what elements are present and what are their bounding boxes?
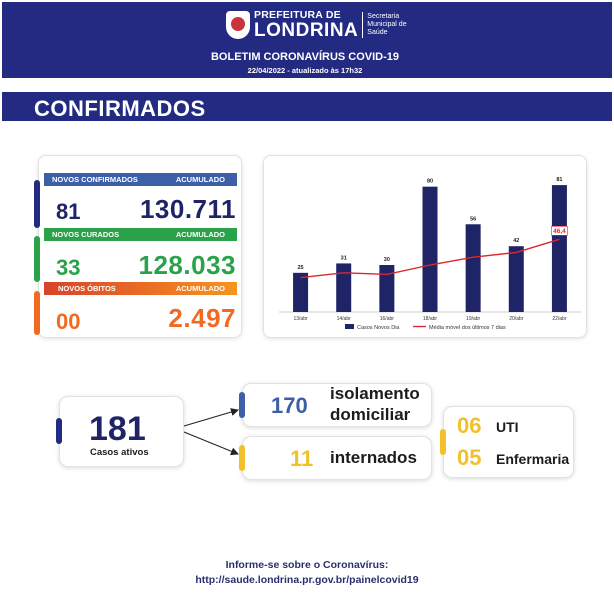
bar-value-label: 80 [427, 179, 433, 185]
obitos-header-right: ACUMULADO [175, 284, 225, 293]
confirmados-accent [34, 180, 40, 228]
moving-average-label-box [551, 226, 568, 236]
confirmados-header-right: ACUMULADO [175, 175, 225, 184]
bar-18/abr [422, 186, 438, 312]
curados-header-right: ACUMULADO [175, 230, 225, 239]
secretaria-line2: Municipal de [367, 20, 407, 28]
x-tick-label: 13/abr [293, 316, 308, 322]
bar-value-label: 30 [384, 257, 390, 263]
secretaria-line1: Secretaria [367, 12, 400, 20]
bar-22/abr [551, 185, 567, 312]
confirmados-header: NOVOS CONFIRMADOS ACUMULADO [44, 173, 237, 186]
active-cases-card [59, 396, 184, 467]
bar-value-label: 31 [341, 255, 347, 261]
uti-label: UTI [496, 419, 519, 435]
enfermaria-label: Enfermaria [496, 451, 570, 467]
curados-total: 128.033 [138, 250, 236, 280]
active-accent [56, 418, 62, 444]
obitos-header: NOVOS ÓBITOS ACUMULADO [44, 282, 237, 295]
bar-value-label: 81 [556, 177, 562, 183]
secretaria-line3: Saúde [367, 28, 388, 36]
internados-label: internados [330, 448, 417, 467]
header-banner [2, 2, 612, 78]
bar-value-label: 56 [470, 216, 476, 222]
internados-value: 11 [290, 446, 314, 471]
obitos-accent [34, 291, 40, 335]
x-tick-label: 18/abr [423, 316, 438, 322]
obitos-header-left: NOVOS ÓBITOS [58, 284, 116, 293]
isolamento-label-l1: isolamento [330, 384, 420, 403]
x-tick-label: 20/abr [509, 316, 524, 322]
leitos-card [443, 406, 574, 478]
footer-info: Informe-se sobre o Coronavírus: [225, 559, 389, 571]
confirmados-total: 130.711 [139, 194, 236, 224]
internados-accent [239, 445, 245, 471]
bar-value-label: 25 [298, 265, 304, 271]
bar-13/abr [293, 272, 309, 312]
active-cases-value: 181 [89, 410, 146, 448]
enfermaria-value: 05 [457, 445, 482, 470]
bar-20/abr [508, 246, 524, 312]
confirmados-new: 81 [56, 199, 81, 224]
isolamento-value: 170 [271, 393, 308, 418]
curados-header-left: NOVOS CURADOS [52, 230, 120, 239]
moving-average-label: 46,4 [553, 228, 566, 235]
x-tick-label: 14/abr [337, 316, 352, 322]
leitos-accent [440, 429, 446, 455]
section-bar [2, 92, 612, 121]
bulletin-date: 22/04/2022 - atualizado às 17h32 [247, 66, 363, 75]
logo-divider [362, 11, 364, 38]
uti-value: 06 [457, 413, 482, 438]
isolamento-card [242, 383, 432, 427]
x-tick-label: 16/abr [380, 316, 395, 322]
legend-line-label: Média móvel dos últimos 7 dias [429, 325, 506, 331]
bulletin-title: BOLETIM CORONAVÍRUS COVID-19 [210, 51, 400, 63]
curados-new: 33 [56, 255, 81, 280]
curados-accent [34, 236, 40, 282]
obitos-total: 2.497 [168, 303, 236, 333]
moving-average-line [300, 238, 560, 279]
legend-bar-label: Casos Novos Dia [357, 325, 400, 331]
cases-chart: 25 13/abr 31 14/abr 30 16/abr 80 18/abr 56 19/abr… [279, 177, 581, 331]
x-tick-label: 22/abr [552, 316, 567, 322]
internados-card [242, 436, 432, 480]
logo-line1: PREFEITURA DE [254, 9, 341, 21]
x-tick-label: 19/abr [466, 316, 481, 322]
prefeitura-logo: PREFEITURA DE LONDRINA Secretaria Munici… [226, 10, 407, 40]
confirmados-header-left: NOVOS CONFIRMADOS [52, 175, 138, 184]
logo-line2: LONDRINA [254, 19, 359, 41]
coat-of-arms-icon [226, 10, 250, 39]
arrow-up [183, 408, 239, 427]
obitos-new: 00 [56, 309, 81, 334]
bar-19/abr [465, 224, 481, 312]
bar-16/abr [379, 265, 395, 312]
bar-14/abr [336, 263, 352, 312]
isolamento-accent [239, 392, 245, 418]
branch-arrows [183, 408, 239, 456]
arrow-down [183, 431, 239, 456]
footer-link[interactable]: http://saude.londrina.pr.gov.br/painelco… [195, 574, 419, 586]
bar-value-label: 42 [513, 238, 519, 244]
isolamento-label-l2: domiciliar [330, 405, 411, 424]
curados-header: NOVOS CURADOS ACUMULADO [44, 228, 237, 241]
active-cases-label: Casos ativos [90, 447, 149, 458]
section-title: CONFIRMADOS [34, 96, 206, 121]
legend-bar-swatch [345, 324, 354, 329]
